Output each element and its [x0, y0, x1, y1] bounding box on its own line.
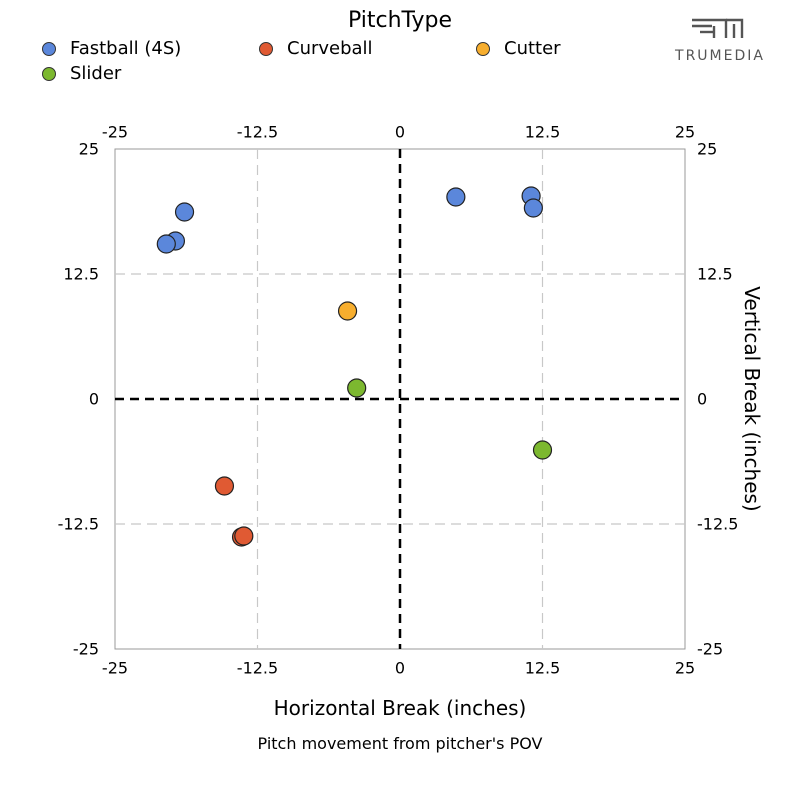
y-tick-label-right: -12.5: [697, 515, 738, 534]
data-point-fastball-4s: [446, 187, 466, 207]
x-tick-label-top: 12.5: [525, 123, 561, 142]
legend-label-curveball: Curveball: [287, 38, 373, 59]
y-tick-label-left: 12.5: [63, 265, 99, 284]
y-tick-label-left: -25: [73, 640, 99, 659]
data-point-curveball: [234, 526, 254, 546]
trumedia-wordmark: TRUMEDIA: [675, 48, 765, 64]
y-tick-label-right: 0: [697, 390, 707, 409]
legend-label-fastball: Fastball (4S): [70, 38, 182, 59]
y-axis-label: Vertical Break (inches): [740, 286, 764, 512]
legend-item-slider[interactable]: Slider: [42, 63, 121, 84]
y-tick-label-right: 12.5: [697, 265, 733, 284]
legend-label-slider: Slider: [70, 63, 122, 84]
legend-item-curveball[interactable]: Curveball: [259, 38, 373, 59]
legend-dot-fastball: [42, 41, 56, 56]
legend-dot-curveball: [259, 41, 273, 56]
trumedia-logo-icon: [692, 18, 744, 38]
x-tick-label-bottom: -25: [102, 659, 128, 678]
trumedia-logo: TRUMEDIA: [668, 14, 772, 64]
x-tick-label-top: 25: [675, 123, 695, 142]
x-tick-label-top: -25: [102, 123, 128, 142]
legend-dot-slider: [42, 66, 56, 81]
data-point-cutter: [337, 301, 358, 321]
x-tick-label-bottom: 12.5: [525, 659, 561, 678]
chart-subtitle: Pitch movement from pitcher's POV: [257, 734, 543, 753]
y-tick-label-right: 25: [697, 140, 717, 159]
data-point-slider: [532, 440, 553, 460]
x-tick-label-bottom: 0: [395, 659, 405, 678]
y-tick-label-left: -12.5: [58, 515, 99, 534]
legend-dot-cutter: [476, 41, 490, 56]
x-tick-label-top: -12.5: [237, 123, 278, 142]
x-tick-label-bottom: 25: [675, 659, 695, 678]
legend-item-cutter[interactable]: Cutter: [476, 38, 561, 59]
y-tick-label-left: 0: [89, 390, 99, 409]
legend-title: PitchType: [347, 8, 453, 33]
data-point-fastball-4s: [523, 198, 543, 218]
data-point-fastball-4s: [156, 234, 176, 254]
y-tick-label-left: 25: [79, 140, 99, 159]
data-point-slider: [347, 378, 367, 398]
x-tick-label-bottom: -12.5: [237, 659, 278, 678]
legend-label-cutter: Cutter: [504, 38, 561, 59]
x-axis-label: Horizontal Break (inches): [273, 696, 527, 720]
data-point-curveball: [214, 476, 235, 496]
x-tick-label-top: 0: [395, 123, 405, 142]
data-point-fastball-4s: [174, 202, 195, 222]
y-tick-label-right: -25: [697, 640, 723, 659]
legend-item-fastball[interactable]: Fastball (4S): [42, 38, 181, 59]
